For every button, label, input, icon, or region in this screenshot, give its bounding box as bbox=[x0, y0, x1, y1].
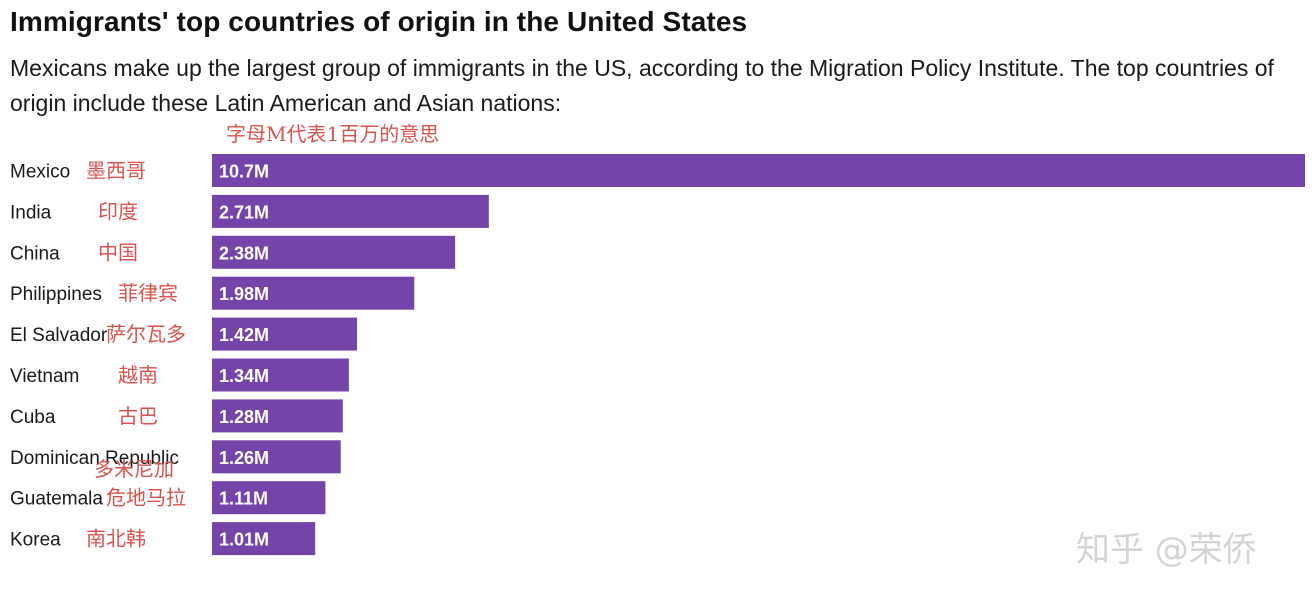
chinese-label: 墨西哥 bbox=[86, 159, 146, 183]
category-label: Mexico bbox=[10, 162, 70, 183]
bar bbox=[212, 481, 326, 515]
data-label: 1.42M bbox=[219, 325, 269, 345]
chinese-label: 多米尼加 bbox=[94, 457, 174, 481]
bar bbox=[212, 317, 358, 351]
bar bbox=[212, 358, 349, 392]
chinese-label: 南北韩 bbox=[86, 527, 146, 551]
category-label: India bbox=[10, 202, 52, 223]
bar bbox=[212, 522, 316, 556]
chart-title: Immigrants' top countries of origin in t… bbox=[10, 6, 748, 37]
bar bbox=[212, 235, 456, 269]
unit-annotation: 字母M代表1百万的意思 bbox=[226, 122, 440, 146]
bar bbox=[212, 194, 489, 228]
data-label: 10.7M bbox=[219, 162, 269, 182]
chinese-label: 古巴 bbox=[118, 404, 158, 428]
data-label: 1.34M bbox=[219, 366, 269, 386]
category-label: Vietnam bbox=[10, 366, 79, 387]
data-label: 2.71M bbox=[219, 202, 269, 222]
data-label: 1.11M bbox=[219, 489, 268, 509]
data-label: 1.28M bbox=[219, 407, 269, 427]
chinese-label: 中国 bbox=[98, 240, 138, 264]
category-label: Dominican Republic bbox=[10, 448, 179, 469]
chinese-label: 萨尔瓦多 bbox=[106, 322, 186, 346]
data-label: 1.98M bbox=[219, 284, 269, 304]
chart-subtitle: Mexicans make up the largest group of im… bbox=[10, 55, 1274, 116]
category-label: Guatemala bbox=[10, 489, 103, 510]
category-label: Philippines bbox=[10, 284, 102, 305]
data-label: 1.01M bbox=[219, 530, 269, 550]
bar bbox=[212, 154, 1305, 187]
category-label: China bbox=[10, 243, 60, 264]
bar bbox=[212, 399, 343, 433]
watermark: 知乎 @荣侨 bbox=[1076, 530, 1257, 570]
chinese-label: 越南 bbox=[118, 363, 158, 387]
data-label: 2.38M bbox=[219, 243, 269, 263]
category-label: Korea bbox=[10, 530, 61, 551]
chinese-label: 危地马拉 bbox=[106, 486, 186, 510]
chinese-label: 菲律宾 bbox=[118, 281, 178, 305]
bar bbox=[212, 440, 341, 474]
category-label: Cuba bbox=[10, 407, 56, 428]
chinese-label: 印度 bbox=[98, 199, 138, 223]
data-label: 1.26M bbox=[219, 448, 269, 468]
category-label: El Salvador bbox=[10, 325, 108, 346]
bar bbox=[212, 276, 415, 310]
